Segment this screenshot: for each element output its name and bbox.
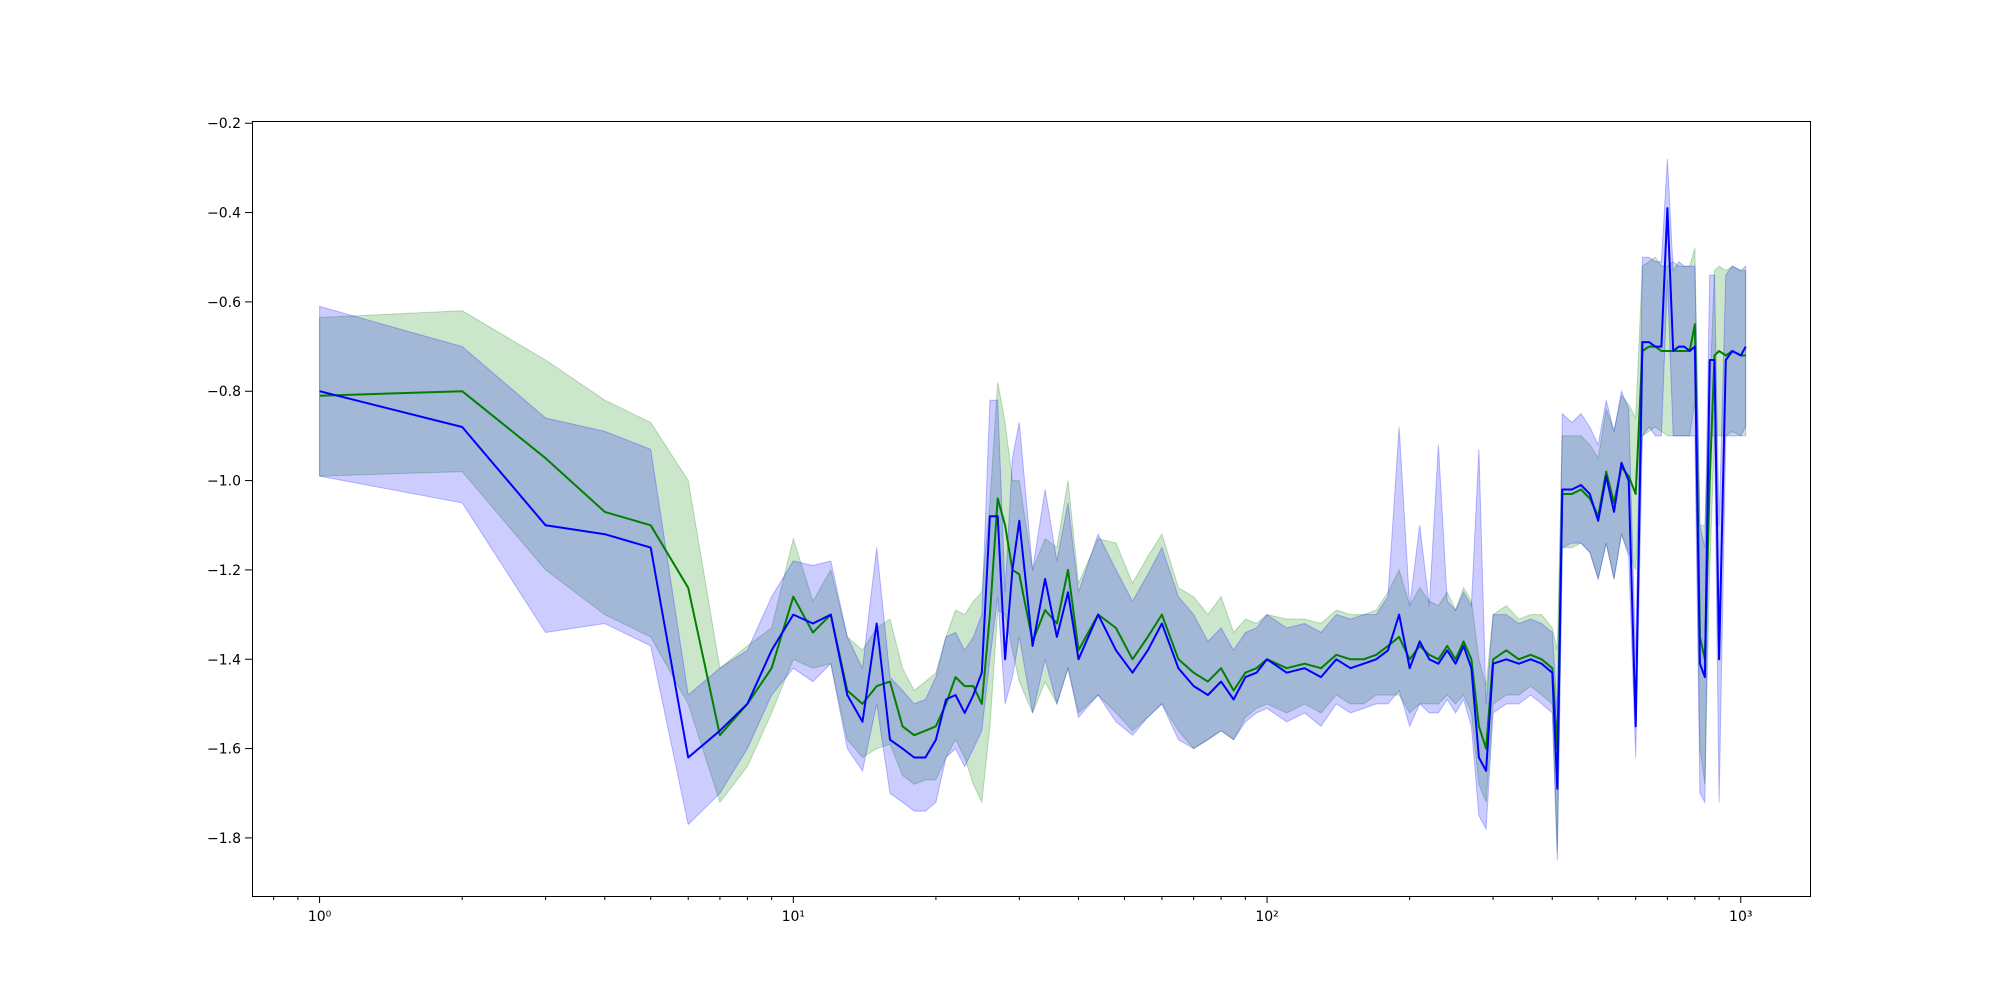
y-tick-label: −0.4 <box>207 206 241 222</box>
y-tick-label: −0.2 <box>207 116 241 132</box>
series-2-line <box>319 207 1747 790</box>
series-1-line <box>319 323 1746 750</box>
series-1-band <box>319 248 1747 852</box>
plot-frame <box>252 121 1811 897</box>
y-tick-label: −1.6 <box>207 742 241 758</box>
x-tick-label: 10³ <box>1729 909 1752 925</box>
y-tick-label: −1.2 <box>207 563 241 579</box>
x-tick-label: 10⁰ <box>308 909 332 925</box>
x-tick-label: 10² <box>1255 909 1278 925</box>
y-tick-label: −1.4 <box>207 652 241 668</box>
plot-background <box>252 121 1810 896</box>
x-axis-ticks: 10⁰ 10¹ 10² 10³ <box>273 896 1752 925</box>
y-tick-label: −0.6 <box>207 295 241 311</box>
y-tick-label: −1.8 <box>207 831 241 847</box>
series-lines <box>319 207 1747 790</box>
y-tick-label: −1.0 <box>207 474 241 490</box>
x-tick-label: 10¹ <box>782 909 805 925</box>
y-axis-ticks: −0.2 −0.4 −0.6 −0.8 −1.0 −1.2 −1.4 −1.6 −1.8 <box>207 116 252 847</box>
y-tick-label: −0.8 <box>207 384 241 400</box>
